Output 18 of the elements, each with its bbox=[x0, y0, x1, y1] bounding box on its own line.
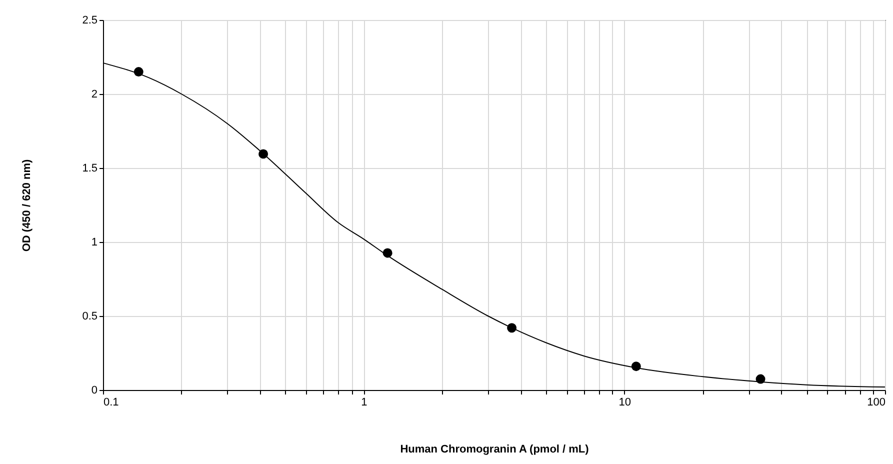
x-tick-label: 10 bbox=[618, 396, 631, 408]
x-tick-label: 1 bbox=[361, 396, 368, 408]
point bbox=[756, 374, 766, 384]
point bbox=[631, 362, 641, 372]
y-axis-title: OD (450 / 620 nm) bbox=[21, 159, 34, 252]
point bbox=[507, 323, 517, 333]
x-tick-label: 100 bbox=[867, 396, 886, 408]
x-tick-label: 0.1 bbox=[104, 396, 119, 408]
y-tick-label: 2.5 bbox=[82, 14, 98, 26]
x-axis-title: Human Chromogranin A (pmol / mL) bbox=[400, 444, 590, 456]
y-tick-label: 2 bbox=[91, 88, 98, 100]
y-tick-label: 0 bbox=[91, 384, 98, 396]
point bbox=[258, 149, 268, 159]
y-tick-label: 0.5 bbox=[82, 310, 98, 322]
y-tick-label: 1.5 bbox=[82, 162, 98, 174]
y-tick-label: 1 bbox=[91, 236, 98, 248]
point bbox=[382, 248, 392, 258]
point bbox=[134, 67, 144, 77]
